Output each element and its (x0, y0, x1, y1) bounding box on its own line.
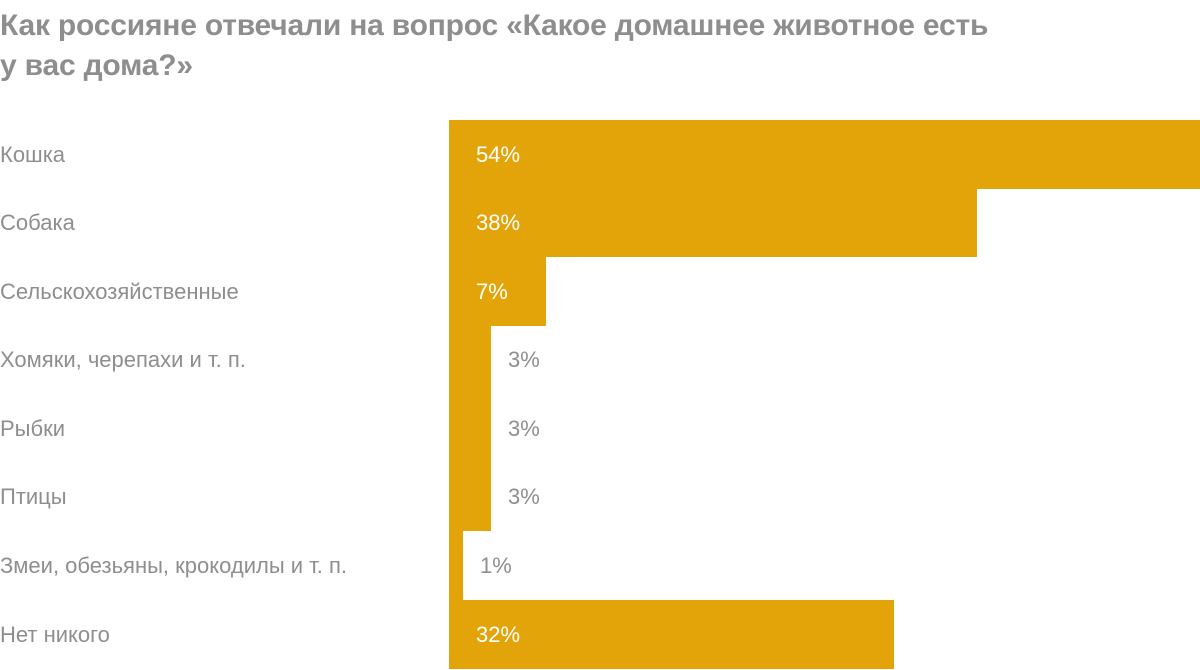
category-label: Сельскохозяйственные (0, 279, 239, 304)
bar (449, 600, 894, 669)
bar-row-hamsters: Хомяки, черепахи и т. п. 3% (0, 325, 1200, 394)
value-label: 1% (480, 553, 512, 578)
category-label: Кошка (0, 142, 66, 167)
bar (449, 462, 491, 531)
bar-row-birds: Птицы 3% (0, 462, 1200, 531)
bar-row-dog: Собака 38% (0, 188, 1200, 257)
category-label: Змеи, обезьяны, крокодилы и т. п. (0, 553, 348, 578)
bar (449, 120, 1200, 189)
bar-row-cat: Кошка 54% (0, 120, 1200, 189)
value-label: 3% (508, 416, 540, 441)
bar (449, 188, 977, 257)
value-label: 38% (476, 210, 521, 235)
value-label: 7% (476, 279, 508, 304)
bar (449, 325, 491, 394)
value-label: 54% (476, 142, 521, 167)
bar (449, 257, 546, 326)
chart-title-line-1: Как россияне отвечали на вопрос «Какое д… (0, 9, 989, 42)
bar-chart: Кошка 54% Собака 38% Сельскохозяйственны… (0, 120, 1200, 669)
bar-row-farm: Сельскохозяйственные 7% (0, 257, 1200, 326)
chart-title: Как россияне отвечали на вопрос «Какое д… (0, 6, 1200, 86)
category-label: Рыбки (0, 416, 66, 441)
value-label: 3% (508, 347, 540, 372)
bar (449, 531, 463, 600)
category-label: Хомяки, черепахи и т. п. (0, 347, 246, 372)
value-label: 32% (476, 622, 521, 647)
bar-row-fish: Рыбки 3% (0, 394, 1200, 463)
value-label: 3% (508, 484, 540, 509)
bar-row-none: Нет никого 32% (0, 600, 1200, 669)
category-label: Собака (0, 210, 75, 235)
bar (449, 394, 491, 463)
category-label: Птицы (0, 484, 67, 509)
chart-title-line-2: у вас дома?» (0, 49, 193, 82)
bar-row-exotic: Змеи, обезьяны, крокодилы и т. п. 1% (0, 531, 1200, 600)
category-label: Нет никого (0, 622, 110, 647)
